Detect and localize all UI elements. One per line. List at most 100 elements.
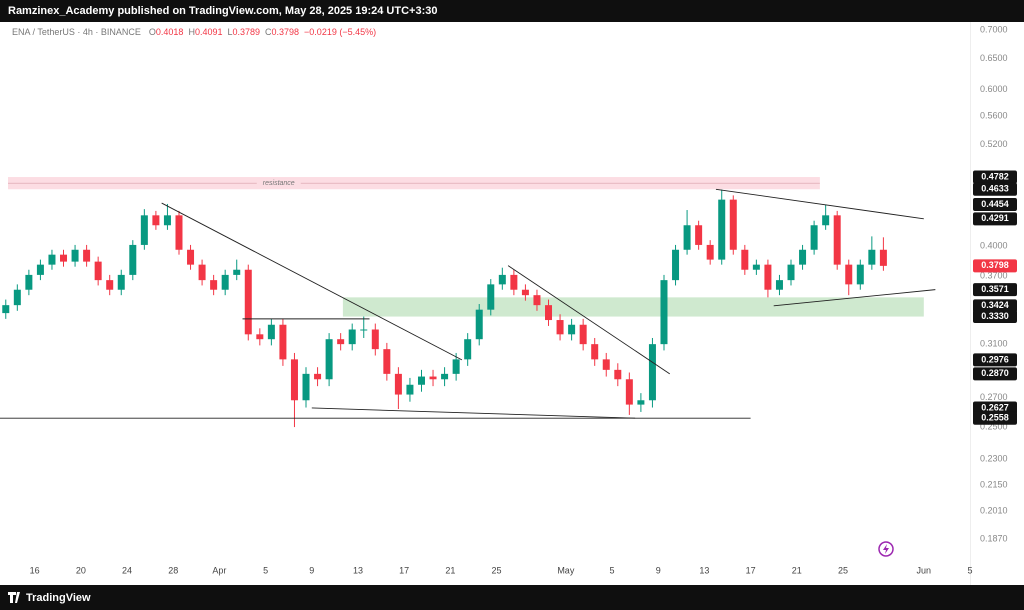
candle-body bbox=[729, 199, 737, 250]
x-tick-label: 25 bbox=[838, 565, 848, 575]
candle-body bbox=[210, 280, 218, 290]
legend-value: 0.3798 bbox=[272, 27, 300, 37]
price-label-box bbox=[973, 197, 1017, 211]
price-label-box bbox=[973, 299, 1017, 313]
x-tick-label: Jun bbox=[917, 565, 932, 575]
legend-symbol: ENA / TetherUS · 4h · BINANCE bbox=[12, 27, 141, 37]
candle-body bbox=[764, 264, 772, 290]
y-tick-label: 0.3100 bbox=[980, 339, 1008, 349]
x-tick-label: 25 bbox=[492, 565, 502, 575]
x-tick-label: 9 bbox=[656, 565, 661, 575]
price-label: 0.3571 bbox=[981, 284, 1009, 294]
price-label: 0.2870 bbox=[981, 368, 1009, 378]
candle-body bbox=[695, 225, 703, 245]
x-tick-label: 5 bbox=[967, 565, 972, 575]
candle-body bbox=[198, 264, 206, 281]
candle-body bbox=[325, 339, 333, 380]
candle-body bbox=[625, 379, 633, 405]
y-tick-label: 0.2700 bbox=[980, 392, 1008, 402]
candle-body bbox=[302, 373, 310, 401]
candle-body bbox=[856, 264, 864, 285]
legend-key: L bbox=[227, 27, 232, 37]
candle-body bbox=[13, 289, 21, 306]
candle-body bbox=[464, 339, 472, 360]
candle-body bbox=[487, 284, 495, 310]
y-tick-label: 0.5600 bbox=[980, 111, 1008, 121]
candle-body bbox=[568, 324, 576, 335]
header-text: Ramzinex_Academy published on TradingVie… bbox=[8, 5, 437, 17]
x-tick-label: 13 bbox=[699, 565, 709, 575]
x-tick-label: 9 bbox=[309, 565, 314, 575]
price-label-box bbox=[973, 401, 1017, 415]
candle-body bbox=[371, 329, 379, 350]
candle-body bbox=[579, 324, 587, 345]
candle-body bbox=[94, 261, 102, 281]
candle-body bbox=[417, 376, 425, 385]
y-tick-label: 0.2300 bbox=[980, 454, 1008, 464]
trend-line bbox=[507, 265, 671, 375]
candle-body bbox=[637, 400, 645, 405]
legend-key: C bbox=[265, 27, 272, 37]
price-label: 0.2976 bbox=[981, 354, 1009, 364]
price-label-box bbox=[973, 283, 1017, 297]
x-tick-label: 5 bbox=[610, 565, 615, 575]
legend-value: 0.4091 bbox=[195, 27, 223, 37]
price-label: 0.4633 bbox=[981, 184, 1009, 194]
candle-body bbox=[360, 329, 368, 331]
icon-circle[interactable] bbox=[878, 541, 894, 557]
candle-body bbox=[106, 280, 114, 290]
candle-body bbox=[152, 215, 160, 226]
candle-body bbox=[244, 269, 252, 335]
icon-bolt[interactable] bbox=[883, 544, 889, 554]
candle-body bbox=[117, 274, 125, 290]
legend-change: −0.0219 (−5.45%) bbox=[304, 27, 376, 37]
x-tick-label: May bbox=[557, 565, 575, 575]
price-label-box bbox=[973, 182, 1017, 196]
price-label: 0.3330 bbox=[981, 311, 1009, 321]
y-tick-label: 0.4000 bbox=[980, 240, 1008, 250]
legend-key: O bbox=[149, 27, 156, 37]
candle-body bbox=[775, 280, 783, 290]
y-tick-label: 0.3700 bbox=[980, 270, 1008, 280]
candle-body bbox=[256, 334, 264, 340]
y-tick-label: 0.5200 bbox=[980, 139, 1008, 149]
price-label: 0.3424 bbox=[981, 300, 1009, 310]
y-tick-label: 0.2500 bbox=[980, 421, 1008, 431]
price-label-box bbox=[973, 367, 1017, 381]
x-tick-label: 5 bbox=[263, 565, 268, 575]
candle-body bbox=[706, 244, 714, 260]
candle-body bbox=[799, 249, 807, 265]
candle-body bbox=[614, 369, 622, 380]
candle-body bbox=[752, 264, 760, 270]
price-label-box bbox=[973, 212, 1017, 226]
y-tick-label: 0.2150 bbox=[980, 480, 1008, 490]
price-label-box bbox=[973, 411, 1017, 425]
legend-key: H bbox=[188, 27, 195, 37]
candle-body bbox=[498, 274, 506, 285]
candle-body bbox=[48, 254, 56, 265]
candle-body bbox=[845, 264, 853, 285]
candle-body bbox=[290, 359, 298, 401]
candle-body bbox=[810, 225, 818, 250]
trend-line bbox=[161, 202, 463, 361]
x-tick-label: 28 bbox=[168, 565, 178, 575]
zone-label-bg bbox=[256, 178, 301, 189]
candle-body bbox=[129, 244, 137, 275]
zone-label: resistance bbox=[263, 180, 295, 187]
candle-body bbox=[2, 305, 10, 314]
candle-body bbox=[221, 274, 229, 290]
x-tick-label: Apr bbox=[212, 565, 226, 575]
x-tick-label: 24 bbox=[122, 565, 132, 575]
candle-body bbox=[602, 359, 610, 370]
candle-body bbox=[337, 339, 345, 345]
candle-body bbox=[83, 249, 91, 262]
icon[interactable] bbox=[878, 541, 894, 557]
trend-line bbox=[773, 289, 936, 307]
candle-body bbox=[475, 309, 483, 340]
x-tick-label: 21 bbox=[445, 565, 455, 575]
y-tick-label: 0.6000 bbox=[980, 84, 1008, 94]
candle-body bbox=[510, 274, 518, 290]
x-tick-label: 17 bbox=[399, 565, 409, 575]
